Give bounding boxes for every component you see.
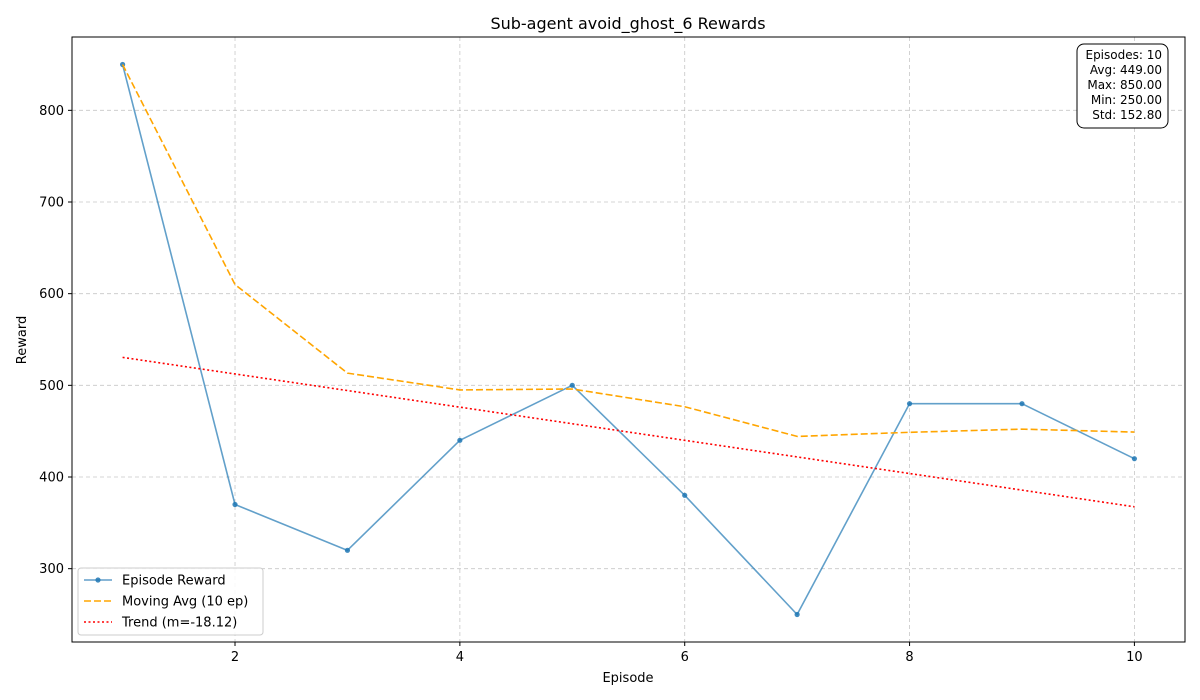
chart-title: Sub-agent avoid_ghost_6 Rewards bbox=[490, 14, 765, 34]
grid bbox=[72, 37, 1185, 642]
series-line-1 bbox=[121, 64, 1135, 438]
x-tick-label: 4 bbox=[456, 650, 464, 665]
y-tick-label: 500 bbox=[39, 379, 64, 394]
data-point bbox=[682, 492, 688, 498]
data-point bbox=[344, 547, 351, 553]
x-tick-label: 10 bbox=[1126, 650, 1143, 665]
y-tick-label: 600 bbox=[39, 287, 64, 302]
series-line-2 bbox=[122, 356, 1135, 508]
legend-label: Moving Avg (10 ep) bbox=[122, 595, 248, 610]
stats-line: Avg: 449.00 bbox=[1090, 63, 1162, 77]
plot-frame bbox=[71, 36, 1186, 643]
data-point bbox=[1019, 401, 1025, 407]
data-point bbox=[794, 611, 800, 618]
data-point bbox=[906, 401, 913, 407]
legend-box bbox=[77, 567, 264, 636]
y-tick-label: 400 bbox=[39, 471, 64, 486]
axis-ticks: 2 4 6 8 10 300 400 500 600 700 800 bbox=[39, 104, 1143, 665]
x-tick-label: 6 bbox=[681, 650, 689, 665]
y-tick-label: 700 bbox=[39, 196, 64, 211]
y-tick-label: 300 bbox=[39, 562, 64, 577]
series-layer bbox=[119, 61, 1138, 618]
y-tick-label: 800 bbox=[39, 104, 64, 119]
data-point bbox=[569, 382, 575, 388]
x-tick-label: 8 bbox=[905, 650, 913, 665]
x-tick-label: 2 bbox=[231, 650, 239, 665]
data-point bbox=[457, 437, 463, 443]
stats-box-frame bbox=[1076, 43, 1169, 129]
legend-label: Episode Reward bbox=[122, 574, 226, 589]
data-point bbox=[1131, 456, 1138, 462]
series-line-0 bbox=[121, 64, 1135, 616]
stats-line: Min: 250.00 bbox=[1091, 93, 1162, 107]
stats-line: Std: 152.80 bbox=[1092, 108, 1162, 122]
stats-line: Max: 850.00 bbox=[1087, 78, 1162, 92]
data-point bbox=[232, 501, 238, 508]
legend-marker bbox=[95, 577, 101, 583]
stats-line: Episodes: 10 bbox=[1085, 48, 1162, 62]
y-axis-label: Reward bbox=[15, 316, 30, 364]
legend: Episode Reward Moving Avg (10 ep) Trend (m… bbox=[77, 567, 264, 636]
x-axis-label: Episode bbox=[602, 671, 653, 686]
legend-label: Trend (m=-18.12) bbox=[121, 616, 237, 631]
